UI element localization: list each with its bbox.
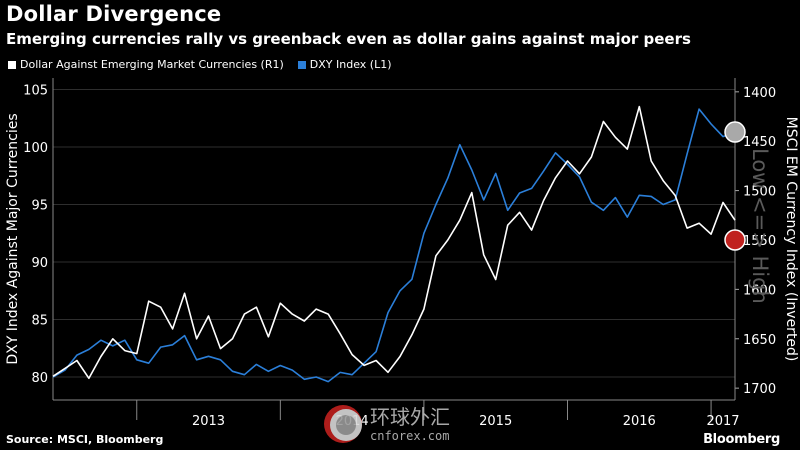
inverted-axis-annotation: Low <=> High	[748, 148, 772, 304]
y-right-tick-label: 1650	[743, 333, 776, 348]
y-left-tick-label: 90	[31, 256, 48, 271]
y-right-tick-label: 1600	[743, 283, 776, 298]
em-last-value-marker	[724, 229, 746, 251]
y-left-tick-label: 80	[31, 371, 48, 386]
y-left-tick-label: 105	[23, 84, 48, 99]
legend-item-em: Dollar Against Emerging Market Currencie…	[8, 58, 284, 71]
source-note: Source: MSCI, Bloomberg	[6, 433, 164, 446]
y-right-axis-label: MSCI EM Currency Index (Inverted)	[783, 117, 799, 362]
watermark-chinese-text: 环球外汇	[370, 404, 450, 429]
y-left-axis-label: DXY Index Against Major Currencies	[5, 113, 21, 364]
em-series-line	[52, 105, 736, 380]
x-tick-label: 2017	[706, 414, 739, 429]
y-right-tick-label: 1450	[743, 135, 776, 150]
chart-subtitle: Emerging currencies rally vs greenback e…	[6, 30, 691, 48]
bloomberg-logo: Bloomberg	[703, 432, 780, 447]
x-tick-label: 2013	[192, 414, 225, 429]
y-left-tick-label: 100	[23, 141, 48, 156]
y-right-tick-label: 1400	[743, 86, 776, 101]
y-right-tick-label: 1500	[743, 185, 776, 200]
y-left-tick-label: 95	[31, 199, 48, 214]
watermark: 环球外汇 cnforex.com	[322, 403, 450, 445]
dxy-last-value-marker	[724, 121, 746, 143]
legend-item-dxy: DXY Index (L1)	[297, 58, 392, 71]
legend-swatch-dxy	[297, 60, 306, 69]
chart-legend: Dollar Against Emerging Market Currencie…	[8, 58, 392, 71]
legend-label-em: Dollar Against Emerging Market Currencie…	[20, 58, 284, 71]
legend-label-dxy: DXY Index (L1)	[309, 58, 392, 71]
watermark-logo-icon	[324, 405, 362, 443]
legend-swatch-em	[8, 60, 16, 69]
x-tick-label: 2016	[623, 414, 656, 429]
x-tick-label: 2015	[479, 414, 512, 429]
y-left-tick-label: 85	[31, 314, 48, 329]
chart-title: Dollar Divergence	[6, 2, 222, 26]
y-right-tick-label: 1700	[743, 382, 776, 397]
watermark-site-text: cnforex.com	[370, 428, 450, 443]
y-right-tick-label: 1550	[743, 234, 776, 249]
dxy-series-line	[52, 108, 736, 383]
